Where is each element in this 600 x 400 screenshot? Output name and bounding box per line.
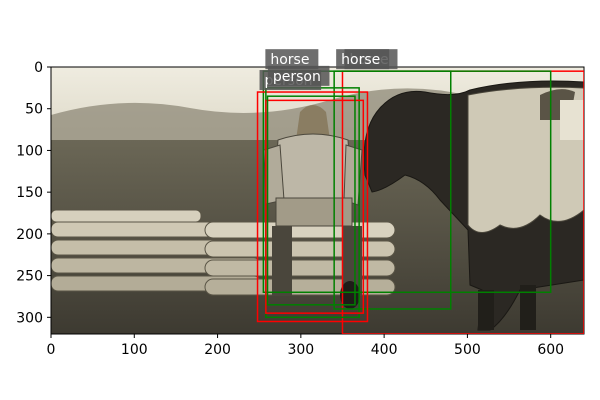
x-tick-label: 600 [537,342,564,358]
detection-labels: horsehorsehorsepersonperson [259,49,398,91]
x-tick-label: 400 [371,342,398,358]
x-axis: 0 100 200 300 400 500 600 [47,334,564,358]
photo [51,67,584,334]
detection-label-bg [265,49,319,70]
detection-box-person [256,91,369,323]
y-tick-label: 50 [25,102,43,118]
detection-box-person [266,95,356,306]
photo-knight [263,105,363,296]
y-tick-label: 100 [16,143,43,159]
detection-label-person: person [267,65,330,86]
detection-label-horse: horse [336,49,390,70]
y-tick-label: 200 [16,227,43,243]
y-tick-label: 300 [16,310,43,326]
x-tick-label: 100 [121,342,148,358]
x-tick-label: 300 [287,342,314,358]
detection-box-person [265,99,365,314]
x-tick-label: 200 [204,342,231,358]
x-tick-label: 0 [47,342,56,358]
photo-horse [340,80,584,331]
y-axis: 0 50 100 150 200 250 300 [16,60,51,326]
detection-label-text: horse [270,52,309,68]
y-tick-label: 250 [16,269,43,285]
detection-box-horse [262,70,552,294]
detection-label-text: person [273,69,321,85]
detection-label-bg [267,65,330,86]
detection-label-horse: horse [265,49,319,70]
detection-label-text: horse [341,52,380,68]
y-tick-label: 150 [16,185,43,201]
x-tick-label: 500 [454,342,481,358]
y-tick-label: 0 [34,60,43,76]
detection-label-bg [336,49,390,70]
